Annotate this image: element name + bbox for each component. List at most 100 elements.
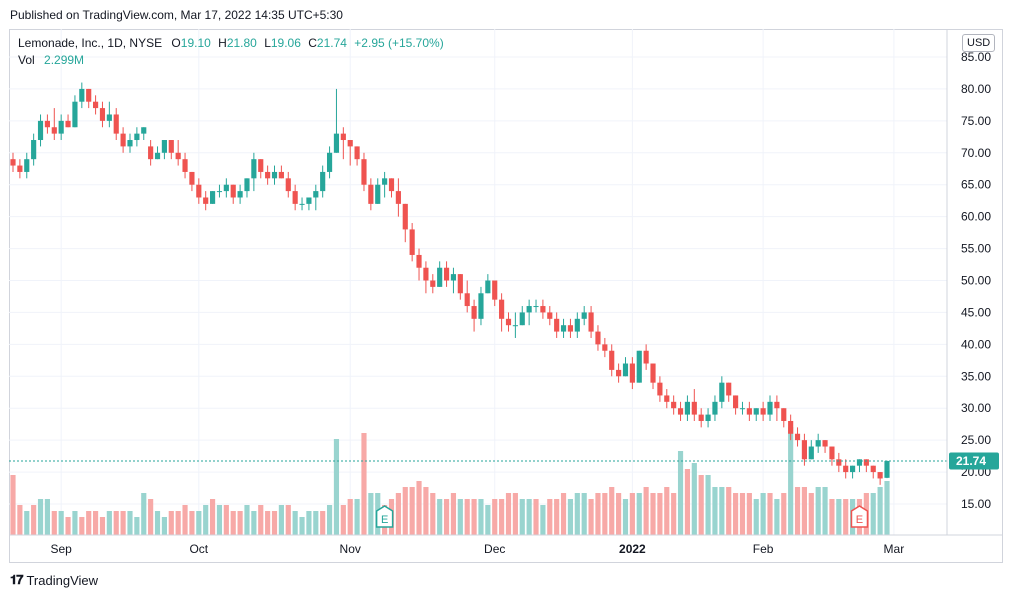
volume-bar: [698, 475, 704, 535]
candle-body: [106, 114, 112, 121]
x-tick-label: Nov: [340, 542, 361, 556]
volume-bar: [526, 499, 532, 535]
candle-body: [265, 171, 271, 179]
candle-body: [443, 267, 450, 281]
candle-body: [244, 178, 250, 192]
candle-body: [788, 420, 794, 434]
candle-body: [574, 318, 580, 332]
volume-bar: [306, 511, 312, 535]
volume-bar: [677, 451, 684, 535]
y-tick-label: 35.00: [961, 369, 991, 383]
volume-bar: [664, 487, 670, 535]
y-tick-label: 85.00: [961, 50, 991, 64]
volume-bar: [726, 487, 732, 535]
volume-bar: [175, 511, 181, 535]
y-tick-label: 45.00: [961, 305, 991, 319]
volume-bar: [478, 499, 484, 535]
volume-bar: [265, 511, 271, 535]
tradingview-logo-icon: 𝟏𝟕: [10, 572, 24, 587]
volume-bar: [457, 499, 463, 535]
x-tick-label: Sep: [50, 542, 72, 556]
x-tick-label: Dec: [484, 542, 505, 556]
volume-bars: [10, 427, 890, 535]
candle-body: [554, 318, 560, 332]
candle-body: [471, 306, 477, 319]
volume-bar: [691, 463, 697, 535]
candle-body: [767, 401, 773, 415]
volume-bar: [320, 511, 326, 535]
candle-body: [93, 101, 99, 109]
candle-body: [154, 152, 161, 160]
price-chart[interactable]: 85.00 80.00 75.00 70.00 65.00 60.00 55.00 50.00…: [9, 29, 1003, 563]
chart-legend: Lemonade, Inc., 1D, NYSE O19.10 H21.80 L…: [18, 35, 444, 69]
candle-body: [368, 184, 374, 204]
candle-body: [361, 159, 367, 185]
volume-bar: [127, 511, 133, 535]
x-tick-label: 2022: [619, 542, 646, 556]
candle-body: [526, 306, 532, 313]
candle-body: [478, 293, 484, 319]
volume-bar: [609, 487, 615, 535]
candle-body: [739, 408, 746, 410]
volume-bar: [161, 517, 167, 535]
candle-body: [856, 459, 863, 466]
volume-bar: [326, 505, 333, 535]
volume-bar: [423, 487, 429, 535]
currency-button[interactable]: USD: [962, 34, 996, 52]
candle-body: [746, 408, 752, 415]
candle-body: [629, 363, 635, 383]
candle-body: [251, 159, 257, 179]
volume-bar: [588, 499, 594, 535]
candle-body: [691, 401, 697, 415]
candle-body: [464, 293, 470, 307]
x-tick-label: Oct: [189, 542, 208, 556]
volume-bar: [443, 499, 450, 535]
candle-body: [24, 159, 30, 172]
candle-body: [17, 165, 23, 172]
volume-bar: [822, 487, 828, 535]
candle-body: [402, 203, 408, 230]
candle-body: [829, 446, 835, 460]
candles: [10, 82, 890, 485]
change-value: +2.95 (+15.70%): [354, 36, 444, 50]
candle-body: [127, 140, 133, 147]
candle-body: [430, 280, 436, 287]
candle-body: [347, 140, 353, 147]
volume-bar: [499, 499, 505, 535]
volume-bar: [31, 505, 37, 535]
volume-bar: [168, 511, 174, 535]
volume-bar: [340, 505, 346, 535]
volume-bar: [154, 511, 161, 535]
candle-body: [650, 363, 656, 383]
volume-bar: [99, 517, 106, 535]
candle-body: [182, 159, 188, 172]
candle-body: [196, 184, 202, 198]
candle-body: [698, 414, 704, 421]
y-tick-label: 75.00: [961, 114, 991, 128]
volume-bar: [409, 487, 415, 535]
candle-body: [72, 101, 78, 128]
candle-body: [815, 440, 821, 447]
volume-bar: [767, 493, 773, 535]
candle-body: [333, 133, 340, 153]
footer-brand[interactable]: 𝟏𝟕 TradingView: [10, 572, 98, 588]
volume-bar: [437, 499, 443, 535]
candle-body: [781, 408, 787, 421]
volume-bar: [774, 499, 780, 535]
volume-bar: [347, 499, 353, 535]
candle-body: [636, 350, 642, 383]
volume-bar: [485, 505, 491, 535]
volume-bar: [815, 487, 821, 535]
candle-body: [189, 171, 195, 185]
volume-bar: [65, 517, 71, 535]
y-tick-label: 70.00: [961, 146, 991, 160]
volume-bar: [72, 511, 78, 535]
volume-bar: [884, 481, 890, 535]
earnings-marker-icon: [850, 505, 869, 528]
x-tick-label: Mar: [884, 542, 905, 556]
candle-body: [457, 274, 463, 294]
volume-bar: [574, 493, 580, 535]
volume-bar: [93, 511, 99, 535]
volume-bar: [244, 505, 250, 535]
volume-bar: [554, 499, 560, 535]
